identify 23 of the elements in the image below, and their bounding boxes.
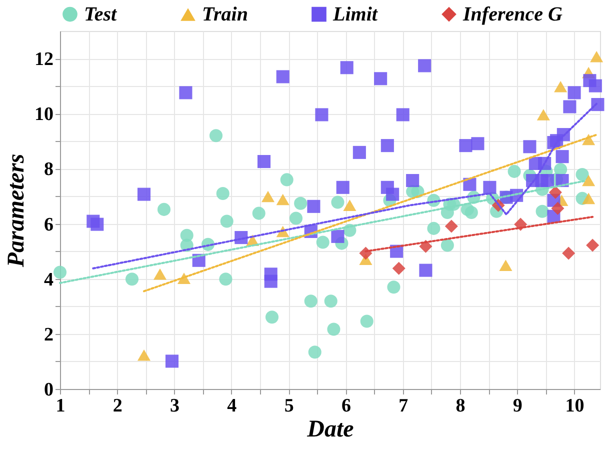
y-tick-label: 6 [44, 214, 54, 236]
y-tick-label: 2 [44, 324, 54, 346]
x-tick-label: 8 [456, 396, 466, 416]
y-tick-label: 10 [34, 104, 54, 126]
x-tick-label: 6 [341, 396, 351, 416]
x-tick-label: 3 [170, 396, 180, 416]
x-axis-title: Date [306, 416, 354, 442]
y-tick-label: 8 [44, 159, 54, 180]
x-tick-label: 5 [284, 396, 294, 416]
legend-label: Test [84, 3, 118, 26]
x-tick-label: 9 [512, 396, 522, 416]
x-tick-label: 4 [227, 396, 238, 416]
legend-label: Inference G [462, 3, 563, 26]
x-tick-label: 1 [56, 396, 66, 416]
y-tick-label: 0 [44, 380, 54, 400]
legend-label: Limit [332, 3, 379, 26]
x-tick-label: 7 [398, 396, 409, 416]
y-tick-label: 4 [44, 269, 54, 290]
y-axis-title: Parameters [4, 154, 30, 268]
x-tick-label: 2 [112, 396, 122, 416]
y-tick-label: 12 [34, 49, 54, 70]
legend-label: Train [202, 4, 248, 26]
x-tick-label: 10 [565, 396, 584, 416]
